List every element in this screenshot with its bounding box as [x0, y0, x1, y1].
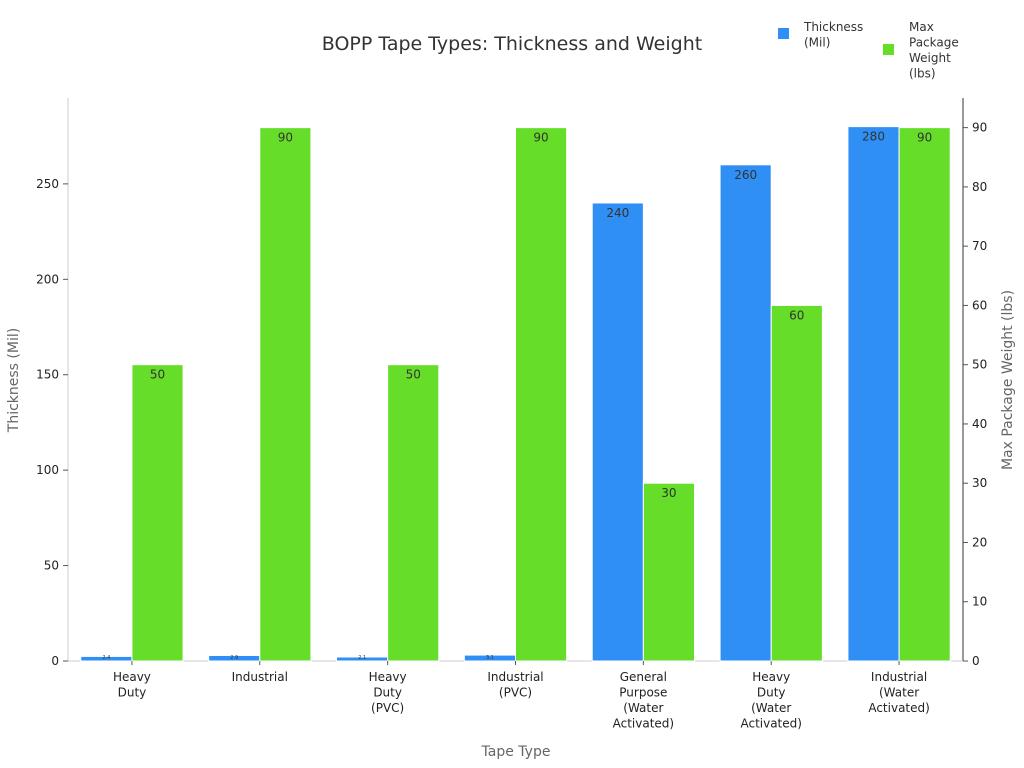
bar-value-label: 90 — [917, 131, 932, 145]
bar — [898, 127, 951, 662]
x-tick-label: Heavy Duty (Water Activated) — [740, 670, 801, 731]
y2-axis-title: Max Package Weight (lbs) — [1000, 290, 1016, 470]
bar-value-label: 50 — [150, 368, 165, 382]
x-tick-label: Heavy Duty (PVC) — [369, 670, 407, 715]
y-tick-label: 0 — [51, 654, 59, 668]
bar-value-label: 2.9 — [230, 655, 238, 661]
bar-value-label: 280 — [862, 130, 885, 144]
legend-label: Max Package Weight (lbs) — [909, 20, 959, 81]
legend-label: Thickness (Mil) — [803, 20, 863, 50]
bar-value-label: 260 — [734, 168, 757, 182]
y-axis-title: Thickness (Mil) — [6, 328, 22, 433]
bar-value-label: 2.1 — [358, 655, 366, 661]
bar-value-label: 60 — [789, 308, 804, 322]
y2-tick-label: 30 — [972, 476, 987, 490]
bar — [131, 364, 184, 662]
bar-value-label: 3.1 — [486, 655, 494, 661]
bar-value-label: 240 — [606, 206, 629, 220]
y-tick-label: 50 — [44, 559, 59, 573]
bar-value-label: 90 — [278, 131, 293, 145]
bar-value-label: 30 — [661, 486, 676, 500]
y2-tick-label: 60 — [972, 298, 987, 312]
chart-title: BOPP Tape Types: Thickness and Weight — [322, 33, 702, 55]
bar — [770, 304, 823, 662]
bar — [515, 127, 568, 662]
x-tick-label: Heavy Duty — [113, 670, 151, 700]
y2-tick-label: 0 — [972, 654, 980, 668]
bar — [847, 126, 900, 662]
y-tick-label: 250 — [36, 177, 59, 191]
y2-tick-label: 70 — [972, 239, 987, 253]
y2-tick-label: 10 — [972, 595, 987, 609]
x-tick-label: Industrial (PVC) — [487, 670, 543, 700]
y-tick-label: 200 — [36, 272, 59, 286]
x-tick-label: Industrial (Water Activated) — [868, 670, 929, 715]
y2-tick-label: 20 — [972, 535, 987, 549]
y-tick-label: 100 — [36, 463, 59, 477]
y2-tick-label: 50 — [972, 358, 987, 372]
y2-tick-label: 90 — [972, 121, 987, 135]
legend-swatch — [778, 28, 789, 39]
y-tick-label: 150 — [36, 368, 59, 382]
x-axis-title: Tape Type — [481, 744, 551, 760]
bar — [642, 482, 695, 662]
x-tick-label: General Purpose (Water Activated) — [613, 670, 674, 731]
bar — [719, 164, 772, 662]
bar-value-label: 2.4 — [102, 655, 110, 661]
legend-swatch — [883, 44, 894, 55]
bar-value-label: 90 — [533, 131, 548, 145]
bar — [387, 364, 440, 662]
x-tick-label: Industrial — [232, 670, 288, 684]
bar — [259, 127, 312, 662]
bar — [591, 202, 644, 662]
y2-tick-label: 80 — [972, 180, 987, 194]
y2-tick-label: 40 — [972, 417, 987, 431]
bar-value-label: 50 — [406, 368, 421, 382]
